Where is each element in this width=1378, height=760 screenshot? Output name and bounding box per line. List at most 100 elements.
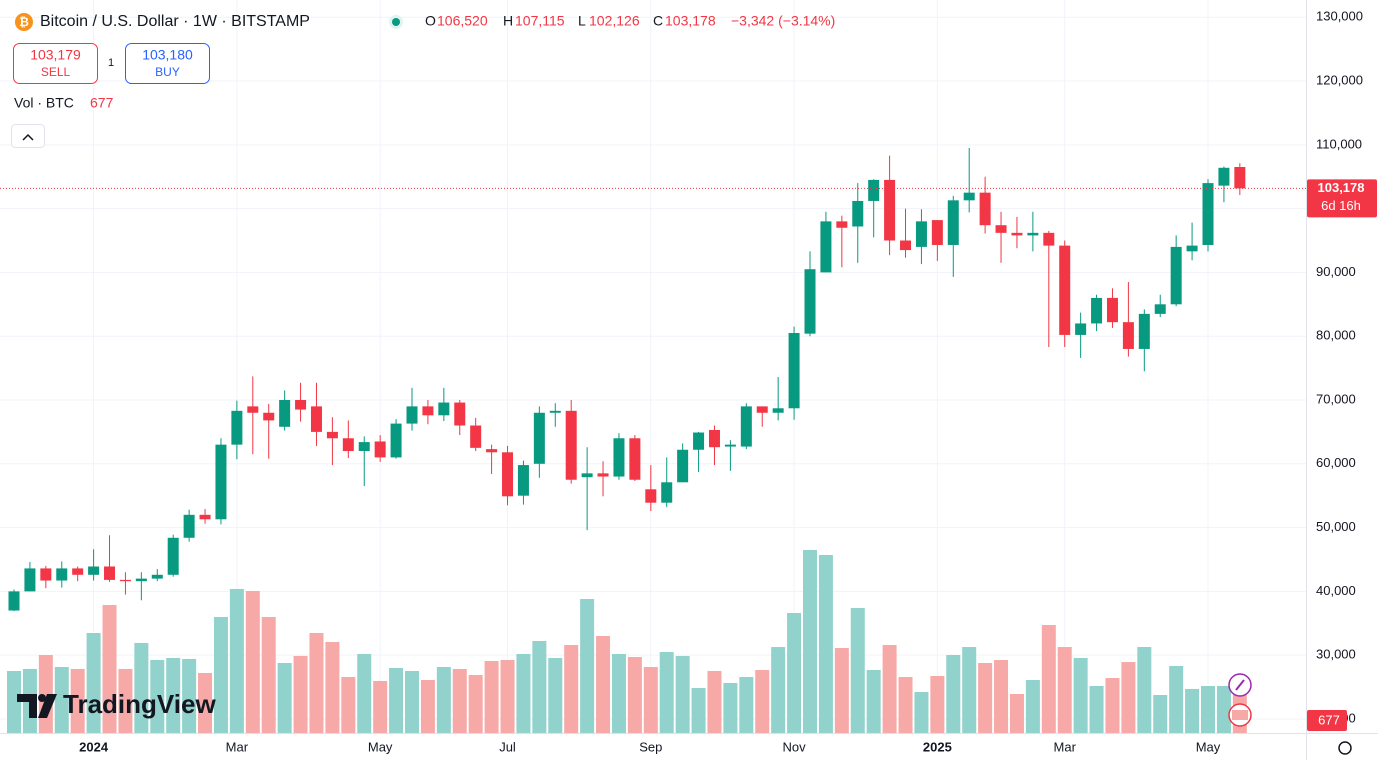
volume-bar	[803, 550, 817, 733]
volume-bar	[771, 647, 786, 733]
candle-body	[135, 578, 147, 582]
candle-body	[183, 514, 195, 538]
candle-body	[104, 566, 116, 580]
volume-bar	[739, 677, 754, 733]
volume-bar	[580, 598, 595, 733]
y-tick-label: 80,000	[1316, 328, 1356, 343]
y-tick-label: 40,000	[1316, 583, 1356, 598]
sell-button[interactable]	[13, 43, 98, 84]
ohlc-value: 106,520	[437, 13, 488, 29]
candle-body	[565, 410, 577, 480]
watermark: TradingView	[17, 689, 216, 719]
volume-bar	[564, 645, 579, 733]
candle-body	[1186, 245, 1198, 252]
buy-button[interactable]	[125, 43, 210, 84]
volume-bar	[357, 653, 372, 733]
volume-bar	[245, 590, 260, 733]
volume-bar	[309, 632, 324, 733]
volume-badge	[1307, 710, 1347, 731]
candle-body	[661, 482, 673, 503]
candle-body	[1218, 167, 1230, 186]
candle-body	[517, 465, 529, 496]
candle-body	[756, 406, 768, 413]
candle-body	[931, 220, 943, 245]
y-tick-label: 110,000	[1316, 136, 1362, 151]
status-dot	[392, 18, 400, 26]
volume-bar	[1216, 685, 1231, 733]
candle-body	[1059, 245, 1071, 335]
volume-bar	[1185, 688, 1200, 733]
candle-body	[1011, 232, 1023, 236]
candle-body	[724, 444, 736, 447]
candle-body	[915, 221, 927, 247]
candle-body	[1075, 323, 1087, 335]
candle-body	[56, 568, 68, 581]
candle-body	[326, 431, 338, 439]
volume-bar	[643, 667, 658, 733]
coin-icon	[15, 13, 33, 31]
volume-bar	[978, 662, 993, 733]
sell-price: 103,179	[30, 47, 81, 63]
volume-bar	[723, 682, 738, 733]
volume-title: Vol · BTC	[14, 95, 74, 111]
volume-bar	[516, 653, 531, 733]
volume-bar	[946, 655, 961, 733]
volume-bar	[7, 670, 21, 733]
candle-body	[1202, 183, 1214, 245]
buy-price: 103,180	[142, 47, 193, 63]
volume-bar	[134, 642, 149, 733]
candle-body	[167, 537, 179, 575]
candle-body	[151, 574, 163, 579]
candle-body	[693, 432, 705, 450]
volume-bar	[468, 675, 483, 733]
candle-body	[295, 399, 307, 410]
candle-body	[8, 591, 20, 611]
candle-body	[868, 179, 880, 201]
candle-body	[629, 438, 641, 480]
volume-bar	[86, 632, 101, 733]
volume-bar	[70, 668, 85, 733]
volume-bar	[930, 675, 945, 733]
candle-body	[358, 442, 370, 452]
volume-bar	[898, 677, 913, 733]
watermark-text: TradingView	[63, 689, 216, 719]
volume-bar	[914, 692, 929, 733]
candle-body	[884, 179, 896, 241]
volume-bar	[834, 647, 849, 733]
y-tick-label: 60,000	[1316, 455, 1356, 470]
candle-body	[740, 406, 752, 447]
candle-body	[1043, 232, 1055, 246]
candle-body	[995, 225, 1007, 233]
collapse-icon	[22, 133, 34, 141]
candle-body	[677, 449, 689, 483]
volume-bar	[866, 670, 881, 733]
volume-bar	[405, 670, 419, 733]
volume-bar	[882, 645, 897, 733]
candle-body	[1091, 297, 1103, 324]
candle-body	[406, 406, 418, 424]
volume-bar	[1009, 693, 1024, 733]
candle-body	[963, 192, 975, 201]
candle-body	[1234, 167, 1246, 189]
x-tick-label: Sep	[639, 739, 662, 754]
y-tick-label: 70,000	[1316, 391, 1356, 406]
x-tick-label: May	[368, 739, 393, 754]
volume-bar	[277, 662, 292, 733]
y-tick-label: 120,000	[1316, 72, 1363, 87]
candle-body	[470, 425, 482, 448]
volume-bar	[484, 660, 499, 733]
candle-body	[390, 423, 402, 458]
volume-bar	[1169, 665, 1184, 733]
volume-bar	[548, 657, 563, 733]
candle-body	[820, 221, 832, 273]
volume-bar	[627, 657, 642, 733]
volume-bar	[962, 647, 977, 733]
candle-body	[231, 410, 243, 445]
candle-body	[581, 473, 593, 478]
volume-value: 677	[90, 95, 114, 111]
ohlc-key: L	[578, 13, 586, 29]
volume-bar	[1025, 680, 1040, 733]
volume-bar	[500, 660, 515, 733]
candle-body	[215, 444, 227, 520]
